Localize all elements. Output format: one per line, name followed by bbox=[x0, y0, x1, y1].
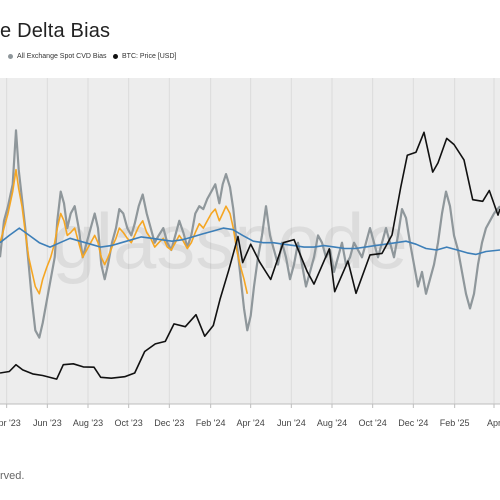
legend-swatch-gray bbox=[8, 54, 13, 59]
x-tick-label: Feb '25 bbox=[440, 418, 470, 428]
chart-title: e Delta Bias bbox=[0, 20, 111, 42]
footer-copyright: rved. bbox=[0, 470, 25, 482]
x-tick-label: Apr '23 bbox=[0, 418, 21, 428]
x-tick-label: Oct '23 bbox=[115, 418, 143, 428]
x-tick-label: Dec '24 bbox=[398, 418, 428, 428]
x-tick-label: Dec '23 bbox=[154, 418, 184, 428]
x-tick-label: Apr bbox=[487, 418, 500, 428]
x-tick-label: Feb '24 bbox=[196, 418, 226, 428]
series-line-orange bbox=[0, 168, 249, 295]
series-layer bbox=[0, 129, 500, 380]
plot-background bbox=[0, 78, 500, 404]
x-tick-label: Apr '24 bbox=[237, 418, 265, 428]
x-tick-label: Jun '23 bbox=[33, 418, 62, 428]
legend-item-btc-price[interactable]: BTC: Price [USD] bbox=[113, 53, 176, 60]
legend: All Exchange Spot CVD Bias BTC: Price [U… bbox=[0, 53, 500, 67]
legend-swatch-black bbox=[113, 54, 118, 59]
series-line-blue bbox=[0, 227, 500, 256]
x-tick-label: Oct '24 bbox=[359, 418, 387, 428]
series-line-btc-price bbox=[0, 131, 500, 380]
x-tick-label: Aug '23 bbox=[73, 418, 103, 428]
legend-item-cvd-bias[interactable]: All Exchange Spot CVD Bias bbox=[8, 53, 107, 60]
legend-label-cvd-bias: All Exchange Spot CVD Bias bbox=[17, 53, 107, 60]
legend-label-btc-price: BTC: Price [USD] bbox=[122, 53, 177, 60]
x-tick-label: Aug '24 bbox=[317, 418, 347, 428]
x-tick-label: Jun '24 bbox=[277, 418, 306, 428]
series-line-cvd-bias bbox=[0, 129, 500, 339]
x-axis-ticks: Apr '23 Jun '23 Aug '23 Oct '23 Dec '23 Feb '… bbox=[0, 404, 500, 428]
